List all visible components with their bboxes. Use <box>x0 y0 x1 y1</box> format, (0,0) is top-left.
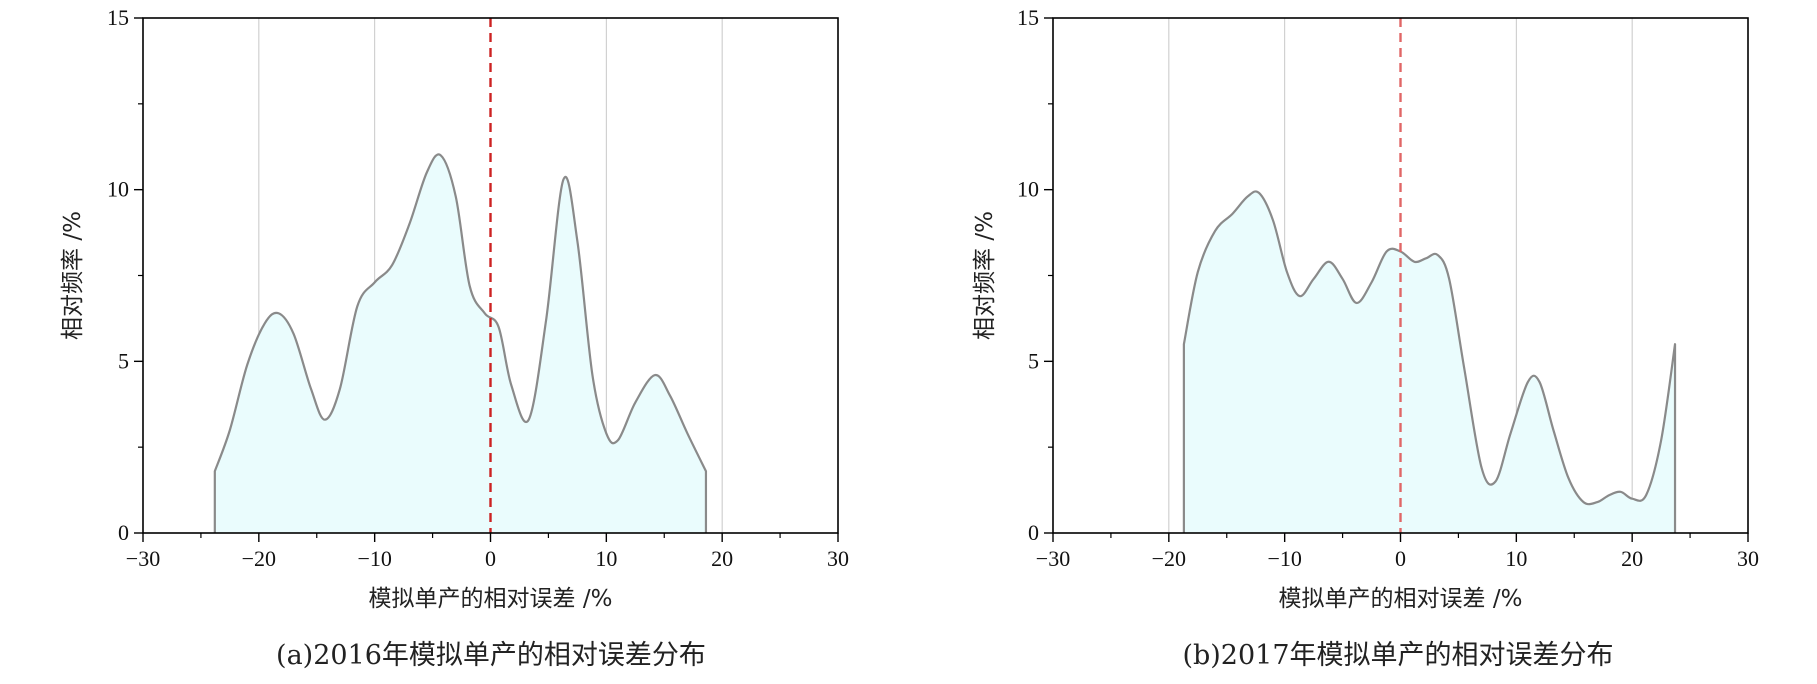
y-axis-title: 相对频率 /% <box>972 211 998 340</box>
x-tick-label: 0 <box>1395 546 1406 571</box>
distribution-line <box>213 153 708 533</box>
x-tick-label: 10 <box>1505 546 1527 571</box>
distribution-area <box>1183 191 1676 534</box>
x-tick-label: 20 <box>711 546 733 571</box>
y-axis-title: 相对频率 /% <box>60 211 86 340</box>
x-tick-label: 30 <box>827 546 849 571</box>
x-tick-label: −30 <box>126 546 160 571</box>
y-tick-label: 0 <box>118 520 129 545</box>
panel-caption: (a)2016年模拟单产的相对误差分布 <box>276 640 706 671</box>
y-tick-label: 10 <box>1017 177 1039 202</box>
x-tick-label: 10 <box>595 546 617 571</box>
x-tick-label: −10 <box>1267 546 1301 571</box>
x-tick-label: −10 <box>357 546 391 571</box>
x-tick-label: 20 <box>1621 546 1643 571</box>
y-tick-label: 0 <box>1028 520 1039 545</box>
y-tick-label: 10 <box>107 177 129 202</box>
y-tick-label: 5 <box>118 348 129 373</box>
panel-a: −30 −20 −10 0 10 20 30 0 5 10 15 模拟单产的相对误差 /% 相对频率 /… <box>60 5 849 671</box>
distribution-area <box>214 154 706 533</box>
y-tick-label: 15 <box>107 5 129 30</box>
x-tick-label: 30 <box>1737 546 1759 571</box>
distribution-line <box>1182 190 1677 533</box>
x-tick-label: −20 <box>242 546 276 571</box>
x-axis-title: 模拟单产的相对误差 /% <box>369 586 613 612</box>
x-tick-label: 0 <box>485 546 496 571</box>
y-tick-label: 15 <box>1017 5 1039 30</box>
y-tick-label: 5 <box>1028 348 1039 373</box>
x-tick-label: −20 <box>1152 546 1186 571</box>
panel-caption: (b)2017年模拟单产的相对误差分布 <box>1182 640 1613 671</box>
x-tick-label: −30 <box>1036 546 1070 571</box>
x-axis-title: 模拟单产的相对误差 /% <box>1279 586 1523 612</box>
panel-b: −30 −20 −10 0 10 20 30 0 5 10 15 模拟单产的相对误差 /% 相对频率 /… <box>972 5 1759 671</box>
